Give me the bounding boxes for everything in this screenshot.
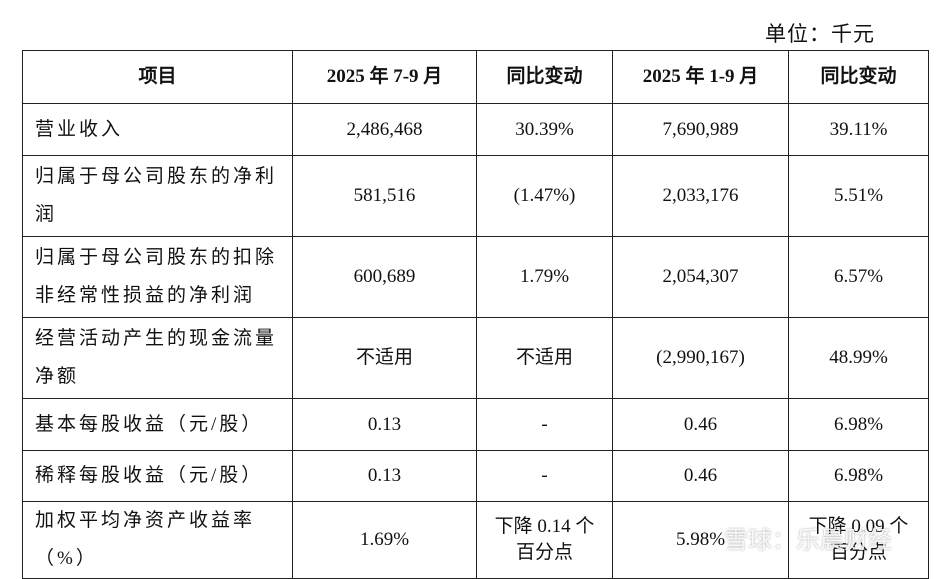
header-cell: 同比变动 (788, 50, 929, 104)
cell-text: 0.13 (367, 413, 402, 435)
cell-text: 净额 (35, 366, 80, 387)
unit-label: 单位：千元 (765, 22, 875, 46)
cell-text: 1.79% (519, 266, 570, 287)
cell-text: 30.39% (515, 118, 574, 140)
cell-text: 百分点 (515, 542, 573, 563)
table-row: 稀释每股收益（元/股） 0.13 - 0.46 6.98% (22, 450, 929, 502)
header-cell: 同比变动 (476, 50, 613, 104)
table-row: 经营活动产生的现金流量 净额 不适用 不适用 (2,990,167) 48.99% (22, 317, 929, 399)
cell: 2,486,468 (292, 103, 477, 156)
cell-text: 归属于母公司股东的净利 (35, 166, 278, 187)
cell: 1.79% (476, 236, 613, 318)
cell: 0.13 (292, 450, 477, 502)
page: 单位：千元 项目 2025 年 7-9 月 同比变动 2025 年 1-9 月 同比变动… (22, 22, 929, 579)
cell-text: - (541, 465, 548, 486)
cell: 6.57% (788, 236, 929, 318)
cell-text: 6.57% (833, 266, 884, 287)
cell-text: 不适用 (355, 347, 413, 368)
cell-text: 下降 0.14 个 (494, 516, 595, 537)
header-text: 同比变动 (506, 66, 583, 87)
cell-text: 稀释每股收益（元/股） (35, 465, 264, 486)
table-body: 营业收入 2,486,468 30.39% 7,690,989 39.11% 归属于母公司… (22, 103, 929, 579)
cell: 下降 0.14 个百分点 (476, 501, 613, 579)
cell: 0.13 (292, 398, 477, 451)
row-label: 营业收入 (22, 103, 293, 156)
header-text: 项目 (138, 66, 177, 87)
cell-text: 600,689 (353, 266, 416, 287)
row-label: 稀释每股收益（元/股） (22, 450, 293, 502)
cell-text: 下降 0.09 个 (808, 516, 909, 537)
cell: (1.47%) (476, 155, 613, 237)
header-cell: 2025 年 7-9 月 (292, 50, 477, 104)
cell: 581,516 (292, 155, 477, 237)
cell-text: 0.46 (683, 465, 718, 486)
row-label: 归属于母公司股东的扣除 非经常性损益的净利润 (22, 236, 293, 318)
cell-text: 加权平均净资产收益率（%） (35, 510, 256, 569)
table-row: 基本每股收益（元/股） 0.13 - 0.46 6.98% (22, 398, 929, 451)
table-row: 营业收入 2,486,468 30.39% 7,690,989 39.11% (22, 103, 929, 156)
cell: 2,033,176 (612, 155, 789, 237)
cell: - (476, 450, 613, 502)
cell: 600,689 (292, 236, 477, 318)
cell: 5.51% (788, 155, 929, 237)
cell-text: 0.46 (683, 413, 718, 435)
cell: 7,690,989 (612, 103, 789, 156)
cell: 6.98% (788, 450, 929, 502)
cell: 0.46 (612, 398, 789, 451)
header-cell: 项目 (22, 50, 293, 104)
cell-text: 1.69% (359, 529, 410, 550)
row-label: 加权平均净资产收益率（%） (22, 501, 293, 579)
cell-text: 39.11% (829, 118, 888, 140)
cell: 30.39% (476, 103, 613, 156)
cell-text: 营业收入 (35, 118, 124, 140)
cell: - (476, 398, 613, 451)
cell: 0.46 (612, 450, 789, 502)
cell-text: 6.98% (833, 413, 884, 435)
cell: 不适用 (292, 317, 477, 399)
cell-text: 非经常性损益的净利润 (35, 285, 256, 306)
cell: 48.99% (788, 317, 929, 399)
row-label: 经营活动产生的现金流量 净额 (22, 317, 293, 399)
cell-text: 经营活动产生的现金流量 (35, 328, 278, 349)
cell: (2,990,167) (612, 317, 789, 399)
cell-text: 6.98% (833, 465, 884, 486)
header-text: 同比变动 (820, 66, 897, 87)
cell-text: 2,054,307 (662, 266, 739, 287)
cell-text: 百分点 (829, 542, 887, 563)
cell-text: 归属于母公司股东的扣除 (35, 247, 278, 268)
cell-text: 2,033,176 (662, 185, 739, 206)
cell: 1.69% (292, 501, 477, 579)
cell-text: 5.51% (833, 185, 884, 206)
cell-text: 2,486,468 (346, 118, 423, 140)
row-label: 归属于母公司股东的净利润 (22, 155, 293, 237)
cell-text: 基本每股收益（元/股） (35, 413, 264, 435)
cell-text: (1.47%) (513, 185, 576, 206)
cell: 不适用 (476, 317, 613, 399)
cell-text: 581,516 (353, 185, 416, 206)
cell-text: 5.98% (675, 529, 726, 550)
cell: 39.11% (788, 103, 929, 156)
financial-table: 项目 2025 年 7-9 月 同比变动 2025 年 1-9 月 同比变动 营业收入 2… (22, 50, 929, 579)
watermark: 雪球：乐晨财经 (724, 526, 892, 554)
header-row: 项目 2025 年 7-9 月 同比变动 2025 年 1-9 月 同比变动 (22, 50, 929, 104)
cell-text: 7,690,989 (662, 118, 739, 140)
cell-text: - (541, 413, 548, 435)
table-row: 归属于母公司股东的净利润 581,516 (1.47%) 2,033,176 5.51% (22, 155, 929, 237)
cell: 6.98% (788, 398, 929, 451)
cell-text: 润 (35, 204, 58, 225)
cell-text: 0.13 (367, 465, 402, 486)
cell-text: 48.99% (829, 347, 888, 368)
cell-text: (2,990,167) (656, 347, 745, 368)
row-label: 基本每股收益（元/股） (22, 398, 293, 451)
cell: 2,054,307 (612, 236, 789, 318)
header-text: 2025 年 1-9 月 (642, 66, 759, 87)
header-cell: 2025 年 1-9 月 (612, 50, 789, 104)
header-text: 2025 年 7-9 月 (326, 66, 443, 87)
table-row: 归属于母公司股东的扣除 非经常性损益的净利润 600,689 1.79% 2,054,3… (22, 236, 929, 318)
cell-text: 不适用 (515, 347, 573, 368)
